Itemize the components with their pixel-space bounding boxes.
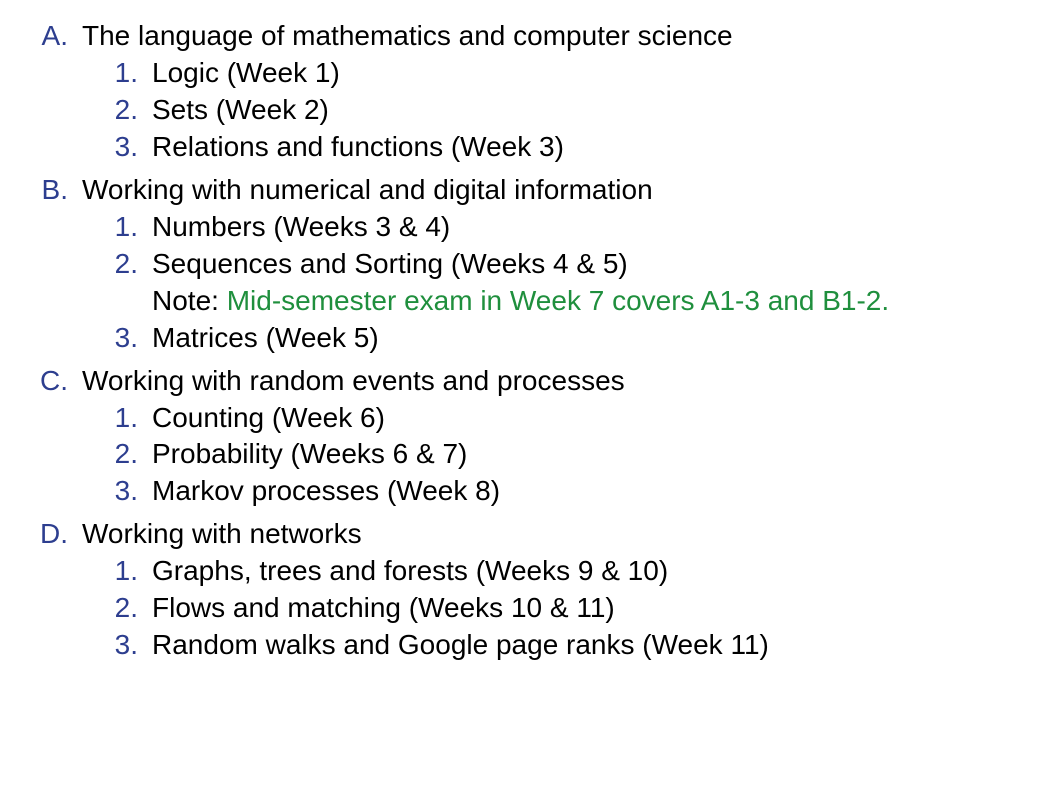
- list-item: 2. Sets (Week 2): [96, 92, 1017, 129]
- section-heading: D. Working with networks: [20, 516, 1017, 553]
- section-items: 1. Numbers (Weeks 3 & 4) 2. Sequences an…: [96, 209, 1017, 357]
- list-item: 1. Numbers (Weeks 3 & 4): [96, 209, 1017, 246]
- item-text: Sets (Week 2): [152, 92, 1017, 129]
- section-items: 1. Logic (Week 1) 2. Sets (Week 2) 3. Re…: [96, 55, 1017, 166]
- section-letter: A.: [20, 18, 82, 55]
- course-outline: A. The language of mathematics and compu…: [20, 18, 1017, 664]
- item-text: Counting (Week 6): [152, 400, 1017, 437]
- item-text: Matrices (Week 5): [152, 320, 1017, 357]
- section-letter: B.: [20, 172, 82, 209]
- item-number: 1.: [96, 55, 152, 92]
- item-number: 3.: [96, 627, 152, 664]
- list-item: 2. Sequences and Sorting (Weeks 4 & 5): [96, 246, 1017, 283]
- outline-section: C. Working with random events and proces…: [20, 363, 1017, 511]
- item-text: Logic (Week 1): [152, 55, 1017, 92]
- list-item: 3. Matrices (Week 5): [96, 320, 1017, 357]
- item-number: 3.: [96, 129, 152, 166]
- list-item: 3. Markov processes (Week 8): [96, 473, 1017, 510]
- item-text: Markov processes (Week 8): [152, 473, 1017, 510]
- section-heading: A. The language of mathematics and compu…: [20, 18, 1017, 55]
- item-number: 3.: [96, 320, 152, 357]
- outline-section: B. Working with numerical and digital in…: [20, 172, 1017, 357]
- item-text: Relations and functions (Week 3): [152, 129, 1017, 166]
- section-letter: C.: [20, 363, 82, 400]
- item-note: Note: Mid-semester exam in Week 7 covers…: [152, 283, 1017, 320]
- outline-section: A. The language of mathematics and compu…: [20, 18, 1017, 166]
- section-title: Working with networks: [82, 516, 1017, 553]
- note-text: Mid-semester exam in Week 7 covers A1-3 …: [227, 285, 889, 316]
- item-text: Flows and matching (Weeks 10 & 11): [152, 590, 1017, 627]
- item-text: Graphs, trees and forests (Weeks 9 & 10): [152, 553, 1017, 590]
- list-item: 2. Flows and matching (Weeks 10 & 11): [96, 590, 1017, 627]
- item-number: 2.: [96, 590, 152, 627]
- item-text: Probability (Weeks 6 & 7): [152, 436, 1017, 473]
- list-item: 3. Relations and functions (Week 3): [96, 129, 1017, 166]
- list-item: 1. Graphs, trees and forests (Weeks 9 & …: [96, 553, 1017, 590]
- list-item: 2. Probability (Weeks 6 & 7): [96, 436, 1017, 473]
- section-heading: C. Working with random events and proces…: [20, 363, 1017, 400]
- item-number: 1.: [96, 400, 152, 437]
- section-items: 1. Counting (Week 6) 2. Probability (Wee…: [96, 400, 1017, 511]
- list-item: 3. Random walks and Google page ranks (W…: [96, 627, 1017, 664]
- item-number: 2.: [96, 436, 152, 473]
- item-number: 1.: [96, 209, 152, 246]
- section-title: The language of mathematics and computer…: [82, 18, 1017, 55]
- outline-section: D. Working with networks 1. Graphs, tree…: [20, 516, 1017, 664]
- note-prefix: Note:: [152, 285, 227, 316]
- section-title: Working with random events and processes: [82, 363, 1017, 400]
- item-text: Numbers (Weeks 3 & 4): [152, 209, 1017, 246]
- item-text: Random walks and Google page ranks (Week…: [152, 627, 1017, 664]
- item-number: 3.: [96, 473, 152, 510]
- list-item: 1. Counting (Week 6): [96, 400, 1017, 437]
- section-title: Working with numerical and digital infor…: [82, 172, 1017, 209]
- section-letter: D.: [20, 516, 82, 553]
- item-number: 2.: [96, 92, 152, 129]
- list-item: 1. Logic (Week 1): [96, 55, 1017, 92]
- item-number: 2.: [96, 246, 152, 283]
- section-items: 1. Graphs, trees and forests (Weeks 9 & …: [96, 553, 1017, 664]
- section-heading: B. Working with numerical and digital in…: [20, 172, 1017, 209]
- item-number: 1.: [96, 553, 152, 590]
- item-text: Sequences and Sorting (Weeks 4 & 5): [152, 246, 1017, 283]
